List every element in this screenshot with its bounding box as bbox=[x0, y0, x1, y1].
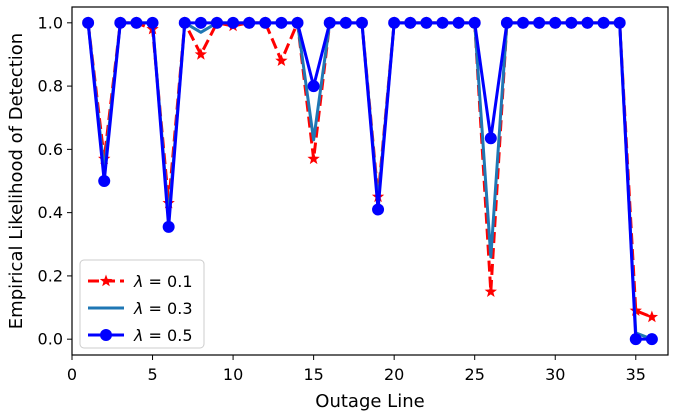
series-3 bbox=[82, 16, 658, 346]
data-point bbox=[613, 16, 626, 29]
x-axis-label: Outage Line bbox=[315, 391, 424, 412]
x-tick-label: 10 bbox=[223, 365, 243, 384]
data-point bbox=[645, 310, 659, 323]
data-point bbox=[194, 47, 208, 60]
data-point bbox=[372, 203, 385, 216]
x-tick-label: 5 bbox=[147, 365, 157, 384]
data-point bbox=[565, 16, 578, 29]
data-point bbox=[275, 54, 288, 67]
legend-label: λ = 0.3 bbox=[133, 299, 193, 318]
data-point bbox=[468, 16, 481, 29]
data-point bbox=[484, 132, 497, 145]
y-axis-label: Empirical Likelihood of Detection bbox=[6, 33, 27, 329]
data-point bbox=[484, 285, 497, 297]
data-point bbox=[146, 16, 159, 29]
data-point bbox=[436, 16, 449, 29]
data-point bbox=[404, 16, 417, 29]
series-layer bbox=[81, 16, 659, 346]
y-tick-label: 0.4 bbox=[38, 203, 63, 222]
data-point bbox=[629, 333, 642, 346]
legend-label: λ = 0.1 bbox=[133, 272, 193, 291]
data-point bbox=[323, 16, 336, 29]
x-tick-label: 30 bbox=[545, 365, 565, 384]
data-point bbox=[420, 16, 433, 29]
legend-label: λ = 0.5 bbox=[133, 326, 193, 345]
y-tick-label: 0.2 bbox=[38, 266, 63, 285]
data-point bbox=[452, 16, 465, 29]
x-tick-label: 25 bbox=[465, 365, 485, 384]
data-point bbox=[178, 16, 191, 29]
x-tick-label: 35 bbox=[626, 365, 646, 384]
data-point bbox=[533, 16, 546, 29]
data-point bbox=[114, 16, 127, 29]
y-axis: 0.0 0.2 0.4 0.6 0.8 1.0 bbox=[38, 13, 72, 349]
y-tick-label: 0.6 bbox=[38, 140, 63, 159]
legend-item: λ = 0.3 bbox=[88, 299, 193, 318]
data-point bbox=[162, 220, 175, 233]
data-point bbox=[339, 16, 352, 29]
x-tick-label: 20 bbox=[384, 365, 404, 384]
data-point bbox=[355, 16, 368, 29]
x-tick-label: 0 bbox=[67, 365, 77, 384]
data-point bbox=[307, 80, 320, 93]
data-point bbox=[259, 16, 272, 29]
data-point bbox=[645, 333, 658, 346]
y-tick-label: 0.0 bbox=[38, 330, 63, 349]
legend-marker bbox=[100, 329, 112, 341]
data-point bbox=[307, 152, 320, 165]
data-point bbox=[194, 16, 207, 29]
data-point bbox=[581, 16, 594, 29]
x-axis: 0 5 10 15 20 25 30 35 bbox=[67, 355, 646, 384]
legend-item: λ = 0.5 bbox=[88, 326, 193, 345]
legend-marker bbox=[99, 274, 113, 287]
data-point bbox=[388, 16, 401, 29]
data-point bbox=[597, 16, 610, 29]
data-point bbox=[210, 16, 223, 29]
data-point bbox=[98, 175, 111, 187]
y-tick-label: 0.8 bbox=[38, 77, 63, 96]
data-point bbox=[517, 16, 530, 29]
plot-frame bbox=[71, 6, 669, 356]
x-tick-label: 15 bbox=[303, 365, 323, 384]
data-point bbox=[130, 16, 143, 29]
data-point bbox=[82, 16, 95, 29]
data-point bbox=[500, 16, 513, 29]
y-tick-label: 1.0 bbox=[38, 13, 63, 32]
data-point bbox=[549, 16, 562, 29]
legend: λ = 0.1 λ = 0.3 λ = 0.5 bbox=[79, 259, 205, 349]
data-point bbox=[227, 16, 240, 29]
legend-item: λ = 0.1 bbox=[88, 272, 193, 291]
data-point bbox=[275, 16, 288, 29]
data-point bbox=[291, 16, 304, 29]
data-point bbox=[243, 16, 256, 29]
